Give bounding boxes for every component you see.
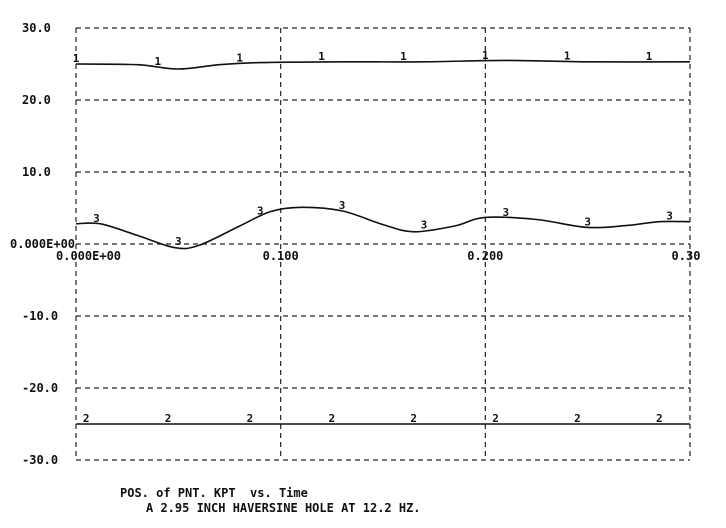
series-marker-3: 3 [421, 218, 428, 231]
series-marker-3: 3 [93, 212, 100, 225]
marker-layer: 1 1 1 1 1 1 1 1 3 3 3 3 3 3 3 3 2 2 2 2 2 2 2 2 [73, 49, 673, 425]
y-tick-label: -30.0 [22, 453, 58, 467]
series-marker-3: 3 [257, 204, 264, 217]
y-tick-label: 30.0 [22, 21, 51, 35]
series-layer [75, 59, 691, 425]
series-marker-1: 1 [318, 50, 325, 63]
y-tick-label: 0.000E+00 [10, 237, 75, 251]
series-marker-1: 1 [236, 52, 243, 65]
tick-label-layer: 30.0 20.0 10.0 0.000E+00 -10.0 -20.0 -30.0 0.00… [10, 21, 700, 467]
series-marker-2: 2 [329, 412, 336, 425]
series-marker-3: 3 [502, 206, 509, 219]
series-marker-3: 3 [666, 210, 673, 223]
series-line-3 [75, 206, 691, 250]
series-marker-1: 1 [564, 49, 571, 62]
y-tick-label: -10.0 [22, 309, 58, 323]
series-marker-2: 2 [492, 412, 499, 425]
chart-caption-line1: POS. of PNT. KPT vs. Time [120, 486, 308, 500]
x-tick-label: 0.200 [467, 249, 503, 263]
series-marker-1: 1 [73, 52, 80, 65]
y-tick-label: -20.0 [22, 381, 58, 395]
grid-layer [75, 27, 691, 461]
series-marker-3: 3 [584, 215, 591, 228]
series-marker-1: 1 [400, 50, 407, 63]
y-tick-label: 10.0 [22, 165, 51, 179]
series-marker-3: 3 [339, 199, 346, 212]
series-line-1 [75, 59, 691, 70]
series-marker-2: 2 [83, 412, 90, 425]
x-tick-label: 0.30 [672, 249, 701, 263]
series-marker-3: 3 [175, 235, 182, 248]
series-marker-1: 1 [646, 50, 653, 63]
series-marker-2: 2 [165, 412, 172, 425]
series-marker-2: 2 [410, 412, 417, 425]
series-marker-1: 1 [482, 49, 489, 62]
y-tick-label: 20.0 [22, 93, 51, 107]
series-marker-2: 2 [574, 412, 581, 425]
x-tick-label: 0.100 [263, 249, 299, 263]
series-marker-2: 2 [656, 412, 663, 425]
series-marker-2: 2 [247, 412, 254, 425]
x-tick-label: 0.000E+00 [56, 249, 121, 263]
series-marker-1: 1 [155, 55, 162, 68]
chart-caption-line2: A 2.95 INCH HAVERSINE HOLE AT 12.2 HZ. [146, 501, 421, 515]
